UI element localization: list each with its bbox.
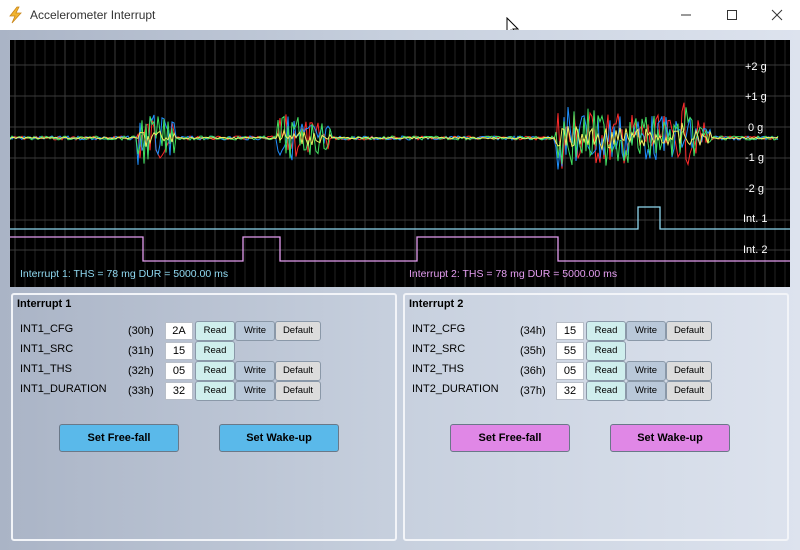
int2-trace bbox=[10, 236, 790, 262]
int2-src-label: INT2_SRC bbox=[412, 343, 466, 355]
int2-ths-read-button[interactable]: Read bbox=[586, 361, 626, 381]
panel-title: Interrupt 2 bbox=[409, 298, 464, 310]
int2-src-addr: (35h) bbox=[520, 345, 546, 357]
int1-ths-write-button[interactable]: Write bbox=[235, 361, 275, 381]
int2-duration-addr: (37h) bbox=[520, 385, 546, 397]
int1-ths-addr: (32h) bbox=[128, 365, 154, 377]
int1-cfg-value[interactable]: 2A bbox=[165, 322, 193, 340]
int2-status: Interrupt 2: THS = 78 mg DUR = 5000.00 m… bbox=[409, 268, 617, 280]
int1-trace bbox=[10, 206, 790, 230]
int2-ths-label: INT2_THS bbox=[412, 363, 464, 375]
int2-ths-value[interactable]: 05 bbox=[556, 362, 584, 380]
int2-src-read-button[interactable]: Read bbox=[586, 341, 626, 361]
int2-cfg-read-button[interactable]: Read bbox=[586, 321, 626, 341]
aux-trace bbox=[9, 122, 779, 151]
y-label-plus1: +1 g bbox=[745, 91, 767, 103]
int1-ths-label: INT1_THS bbox=[20, 363, 72, 375]
int2-duration-write-button[interactable]: Write bbox=[626, 381, 666, 401]
int2-set-freefall-button[interactable]: Set Free-fall bbox=[450, 424, 570, 452]
maximize-button[interactable] bbox=[709, 0, 755, 30]
close-icon bbox=[771, 9, 783, 21]
window-title: Accelerometer Interrupt bbox=[30, 8, 156, 22]
int2-cfg-value[interactable]: 15 bbox=[556, 322, 584, 340]
int2-src-value[interactable]: 55 bbox=[556, 342, 584, 360]
int1-ths-default-button[interactable]: Default bbox=[275, 361, 321, 381]
int1-duration-value[interactable]: 32 bbox=[165, 382, 193, 400]
int1-duration-write-button[interactable]: Write bbox=[235, 381, 275, 401]
int1-cfg-read-button[interactable]: Read bbox=[195, 321, 235, 341]
title-bar: Accelerometer Interrupt bbox=[0, 0, 800, 38]
int1-src-addr: (31h) bbox=[128, 345, 154, 357]
int1-duration-label: INT1_DURATION bbox=[20, 383, 107, 395]
y-label-zero: 0 g bbox=[748, 122, 763, 134]
y-label-plus2: +2 g bbox=[745, 61, 767, 73]
y-axis-trace bbox=[9, 106, 779, 170]
scope-plot: +2 g +1 g 0 g -1 g -2 g Int. 1 Int. 2 In… bbox=[9, 40, 790, 287]
int2-cfg-write-button[interactable]: Write bbox=[626, 321, 666, 341]
lightning-icon bbox=[9, 6, 22, 24]
int2-ths-write-button[interactable]: Write bbox=[626, 361, 666, 381]
y-label-minus2: -2 g bbox=[745, 183, 764, 195]
panel-title: Interrupt 1 bbox=[17, 298, 72, 310]
int2-cfg-addr: (34h) bbox=[520, 325, 546, 337]
int1-set-wakeup-button[interactable]: Set Wake-up bbox=[219, 424, 339, 452]
int2-duration-default-button[interactable]: Default bbox=[666, 381, 712, 401]
int1-status: Interrupt 1: THS = 78 mg DUR = 5000.00 m… bbox=[20, 268, 228, 280]
y-label-minus1: -1 g bbox=[745, 152, 764, 164]
int1-set-freefall-button[interactable]: Set Free-fall bbox=[59, 424, 179, 452]
int1-src-label: INT1_SRC bbox=[20, 343, 74, 355]
int1-duration-default-button[interactable]: Default bbox=[275, 381, 321, 401]
int2-set-wakeup-button[interactable]: Set Wake-up bbox=[610, 424, 730, 452]
int1-src-value[interactable]: 15 bbox=[165, 342, 193, 360]
int2-cfg-label: INT2_CFG bbox=[412, 323, 466, 335]
minimize-button[interactable] bbox=[663, 0, 709, 30]
oscilloscope-display: +2 g +1 g 0 g -1 g -2 g Int. 1 Int. 2 In… bbox=[9, 40, 790, 287]
int1-cfg-addr: (30h) bbox=[128, 325, 154, 337]
int2-duration-read-button[interactable]: Read bbox=[586, 381, 626, 401]
int1-ths-read-button[interactable]: Read bbox=[195, 361, 235, 381]
int2-label: Int. 2 bbox=[743, 244, 767, 256]
minimize-icon bbox=[681, 14, 691, 16]
int2-duration-label: INT2_DURATION bbox=[412, 383, 499, 395]
maximize-icon bbox=[727, 10, 737, 20]
int1-label: Int. 1 bbox=[743, 213, 767, 225]
int2-ths-addr: (36h) bbox=[520, 365, 546, 377]
close-button[interactable] bbox=[754, 0, 800, 30]
z-axis-trace bbox=[9, 107, 779, 166]
interrupt2-panel: Interrupt 2 INT2_CFG (34h) 15 Read Write… bbox=[403, 293, 789, 541]
client-area: +2 g +1 g 0 g -1 g -2 g Int. 1 Int. 2 In… bbox=[0, 30, 800, 550]
int2-ths-default-button[interactable]: Default bbox=[666, 361, 712, 381]
int1-ths-value[interactable]: 05 bbox=[165, 362, 193, 380]
interrupt1-panel: Interrupt 1 INT1_CFG (30h) 2A Read Write… bbox=[11, 293, 397, 541]
int1-cfg-default-button[interactable]: Default bbox=[275, 321, 321, 341]
int1-duration-addr: (33h) bbox=[128, 385, 154, 397]
int2-duration-value[interactable]: 32 bbox=[556, 382, 584, 400]
int1-cfg-label: INT1_CFG bbox=[20, 323, 74, 335]
int1-duration-read-button[interactable]: Read bbox=[195, 381, 235, 401]
int1-cfg-write-button[interactable]: Write bbox=[235, 321, 275, 341]
int1-src-read-button[interactable]: Read bbox=[195, 341, 235, 361]
int2-cfg-default-button[interactable]: Default bbox=[666, 321, 712, 341]
